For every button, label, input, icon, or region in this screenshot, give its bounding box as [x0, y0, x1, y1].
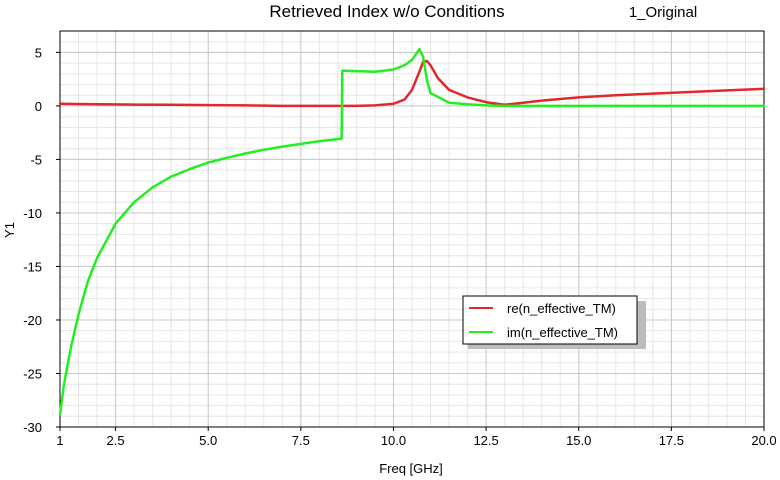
y-tick-label: -30	[23, 420, 42, 435]
y-tick-label: -15	[23, 259, 42, 274]
x-axis-label: Freq [GHz]	[379, 461, 443, 476]
series-line-im	[58, 47, 766, 416]
x-tick-label: 15.0	[566, 433, 591, 448]
chart-subtitle: 1_Original	[629, 4, 697, 21]
axis-ticks: 1 2.5 5.0 7.5 10.0 12.5 15.0 17.5 20.050-5-10-15…	[23, 45, 776, 448]
legend-label-im: im(n_effective_TM)	[507, 325, 618, 340]
legend-label-re: re(n_effective_TM)	[507, 301, 616, 316]
x-tick-label: 17.5	[659, 433, 684, 448]
legend-box	[462, 295, 638, 345]
y-tick-label: 0	[35, 99, 42, 114]
plot-area	[59, 30, 765, 428]
y-tick-label: -10	[23, 206, 42, 221]
x-tick-label: 20.0	[751, 433, 776, 448]
x-tick-label: 7.5	[292, 433, 310, 448]
y-axis-label: Y1	[2, 222, 17, 238]
x-tick-label: 2.5	[107, 433, 125, 448]
grid	[60, 31, 764, 427]
y-tick-label: -20	[23, 313, 42, 328]
y-tick-label: 5	[35, 45, 42, 60]
x-tick-label: 10.0	[381, 433, 406, 448]
y-tick-label: -5	[30, 152, 42, 167]
chart-title: Retrieved Index w/o Conditions	[269, 2, 504, 21]
x-tick-label: 12.5	[473, 433, 498, 448]
legend: re(n_effective_TM) im(n_effective_TM)	[462, 295, 646, 349]
series-layer	[58, 47, 766, 416]
x-tick-label: 1	[56, 433, 63, 448]
y-tick-label: -25	[23, 366, 42, 381]
x-tick-label: 5.0	[199, 433, 217, 448]
